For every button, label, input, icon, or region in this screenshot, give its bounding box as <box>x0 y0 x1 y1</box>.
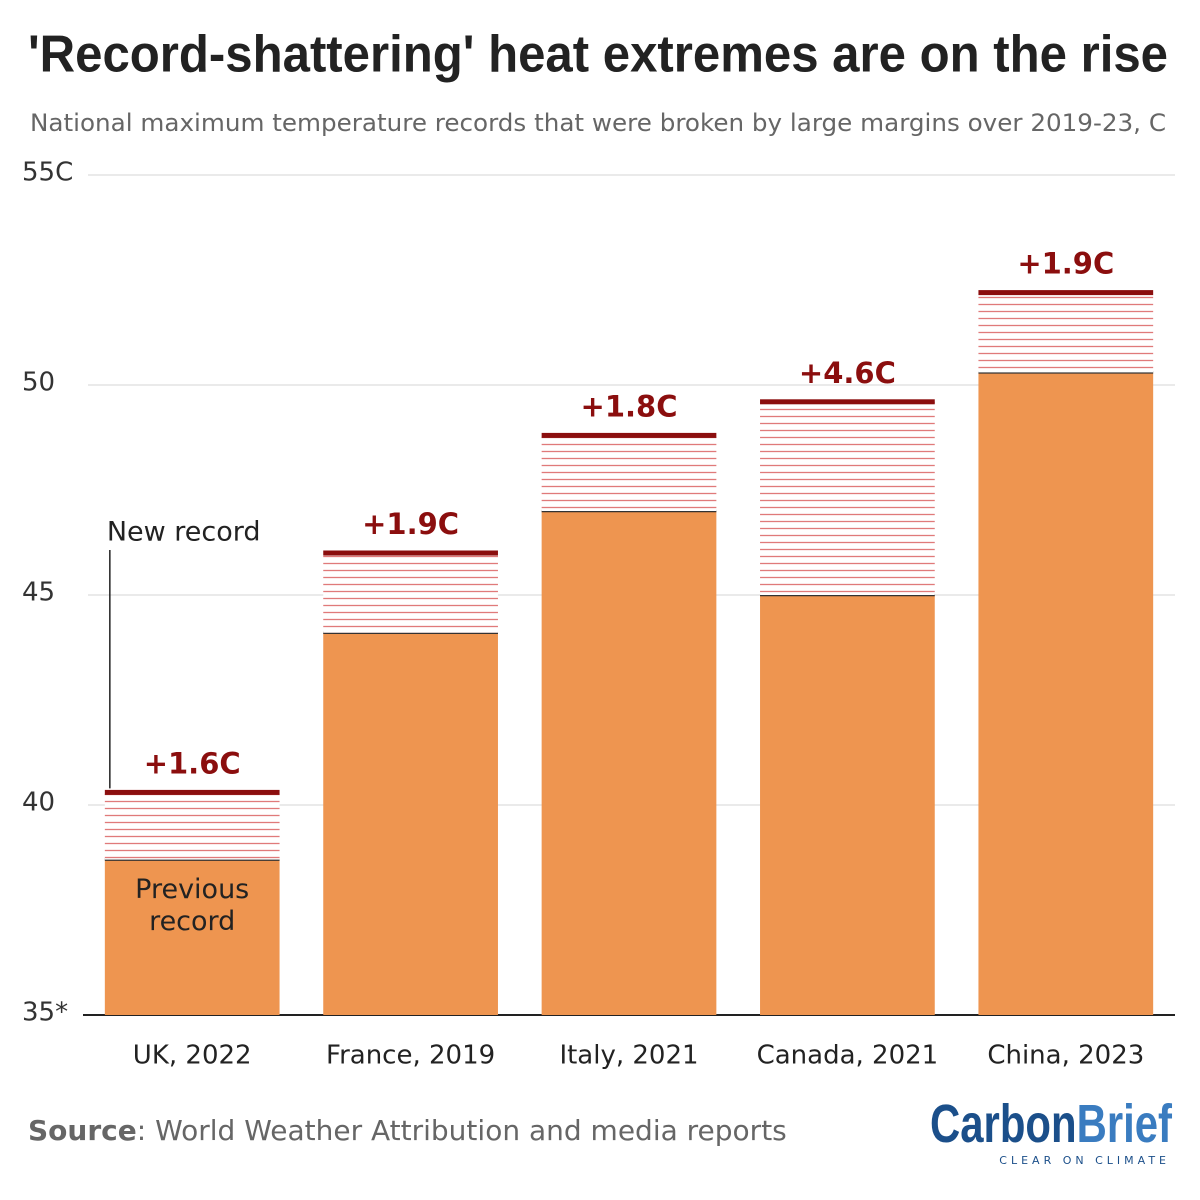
annotation-new-record: New record <box>107 517 261 548</box>
y-tick-label: 40 <box>22 788 55 818</box>
bar-previous <box>323 632 498 1015</box>
value-label: +1.9C <box>362 507 459 541</box>
annotation-previous-record: Previous record <box>135 874 249 937</box>
x-tick-label: UK, 2022 <box>133 1041 252 1071</box>
bar-increase <box>104 792 280 860</box>
bar-increase <box>323 553 498 633</box>
source-label: Source <box>28 1114 137 1147</box>
bar-increase <box>978 292 1154 373</box>
bar-previous <box>760 595 935 1015</box>
logo-part1: Carbon <box>930 1094 1077 1154</box>
bar-previous <box>541 511 717 1015</box>
new-record-line <box>541 432 717 438</box>
chart-subtitle: National maximum temperature records tha… <box>30 109 1166 137</box>
source-text: : World Weather Attribution and media re… <box>137 1114 787 1147</box>
bar-previous <box>978 372 1154 1015</box>
value-label: +4.6C <box>799 356 896 390</box>
annotation-line-text: record <box>149 906 235 937</box>
bar-increase <box>541 435 717 511</box>
chart-title: 'Record-shattering' heat extremes are on… <box>28 26 1168 84</box>
bar-increase <box>760 401 935 595</box>
source: Source: World Weather Attribution and me… <box>28 1114 787 1147</box>
value-label: +1.6C <box>144 746 241 780</box>
x-tick-label: Canada, 2021 <box>757 1041 939 1071</box>
logo-part2: Brief <box>1077 1094 1173 1154</box>
y-tick-label: 55C <box>22 158 73 188</box>
y-tick-label: 50 <box>22 368 55 398</box>
logo: CarbonBrief <box>930 1094 1173 1154</box>
logo-tagline: CLEAR ON CLIMATE <box>999 1154 1170 1167</box>
bar-previous <box>104 859 280 1015</box>
y-tick-label: 45 <box>22 578 55 608</box>
value-label: +1.9C <box>1017 247 1114 281</box>
annotation-line-text: Previous <box>135 874 249 905</box>
x-tick-label: France, 2019 <box>326 1041 495 1071</box>
value-label: +1.8C <box>581 389 678 423</box>
x-tick-label: Italy, 2021 <box>559 1041 698 1071</box>
new-record-line <box>978 290 1154 296</box>
x-tick-label: China, 2023 <box>987 1041 1144 1071</box>
y-tick-label: 35* <box>22 998 68 1028</box>
new-record-line <box>104 789 280 795</box>
new-record-line <box>323 550 498 556</box>
new-record-line <box>760 399 935 405</box>
